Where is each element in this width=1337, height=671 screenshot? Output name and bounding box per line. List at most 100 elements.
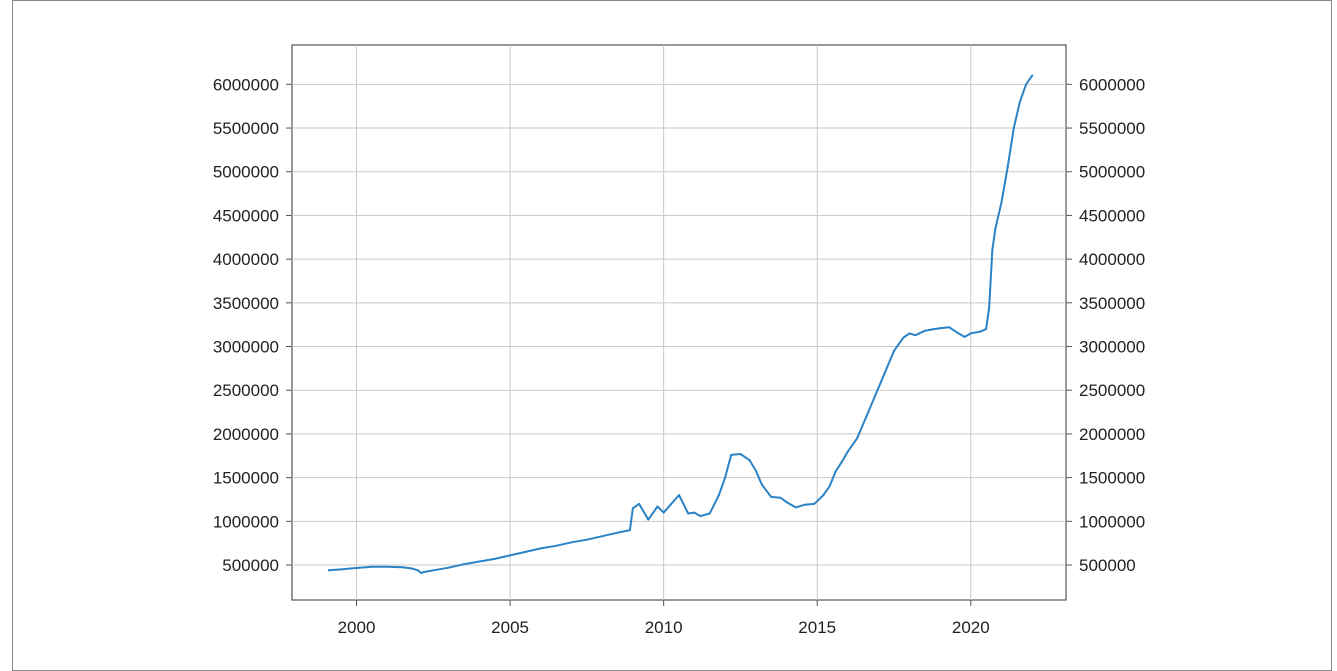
data-point <box>447 566 450 569</box>
y-tick-label-right: 1500000 <box>1079 469 1145 488</box>
data-point <box>994 227 997 230</box>
y-tick-label-right: 6000000 <box>1079 75 1145 94</box>
y-tick-label-left: 5000000 <box>213 163 279 182</box>
data-point <box>638 502 641 505</box>
data-point <box>708 512 711 515</box>
y-axis-right-labels: 500000 1000000 1500000 2000000 2500000 300000… <box>1079 75 1145 575</box>
data-point <box>410 567 413 570</box>
data-point <box>754 469 757 472</box>
y-tick-label-left: 5500000 <box>213 119 279 138</box>
data-point <box>779 496 782 499</box>
data-point <box>570 541 573 544</box>
x-tick-label: 2015 <box>798 618 836 637</box>
y-tick-label-left: 1000000 <box>213 512 279 531</box>
data-point <box>914 334 917 337</box>
data-point <box>856 437 859 440</box>
y-tick-label-left: 3000000 <box>213 338 279 357</box>
data-point <box>760 483 763 486</box>
data-point <box>902 336 905 339</box>
data-point <box>1031 74 1034 77</box>
data-point <box>803 503 806 506</box>
data-point <box>840 460 843 463</box>
data-point <box>1025 83 1028 86</box>
data-point <box>555 544 558 547</box>
data-point <box>423 571 426 574</box>
data-point <box>770 495 773 498</box>
data-point <box>874 393 877 396</box>
data-point <box>509 554 512 557</box>
data-point <box>883 371 886 374</box>
data-point <box>585 538 588 541</box>
y-tick-label-right: 4000000 <box>1079 250 1145 269</box>
data-point <box>948 326 951 329</box>
y-tick-label-left: 1500000 <box>213 469 279 488</box>
data-point <box>327 569 330 572</box>
x-tick-label: 2005 <box>491 618 529 637</box>
data-point <box>1018 100 1021 103</box>
data-point <box>401 566 404 569</box>
plot-area <box>291 44 1067 601</box>
data-point <box>687 512 690 515</box>
data-point <box>478 560 481 563</box>
data-point <box>1006 166 1009 169</box>
data-point <box>493 557 496 560</box>
y-tick-label-left: 4000000 <box>213 250 279 269</box>
data-point <box>1012 127 1015 130</box>
y-tick-label-right: 2500000 <box>1079 381 1145 400</box>
y-tick-label-right: 4500000 <box>1079 206 1145 225</box>
y-tick-label-left: 2000000 <box>213 425 279 444</box>
grid-lines <box>292 45 1066 600</box>
data-point <box>785 501 788 504</box>
y-tick-label-right: 5000000 <box>1079 163 1145 182</box>
data-point <box>979 330 981 333</box>
data-point <box>699 515 702 518</box>
data-point <box>416 569 419 572</box>
y-tick-label-left: 3500000 <box>213 294 279 313</box>
data-point <box>647 518 650 521</box>
data-point <box>932 328 935 331</box>
data-point <box>730 453 733 456</box>
data-point <box>358 566 361 569</box>
data-point <box>923 329 926 332</box>
data-point <box>908 332 911 335</box>
data-point <box>865 415 868 418</box>
data-point <box>432 569 435 572</box>
data-point <box>739 453 742 456</box>
data-point <box>340 568 343 571</box>
data-point <box>386 565 389 568</box>
data-point <box>349 567 352 570</box>
y-tick-label-right: 1000000 <box>1079 512 1145 531</box>
data-point <box>420 571 422 574</box>
data-point <box>846 450 849 453</box>
y-tick-label-left: 500000 <box>222 556 279 575</box>
x-tick-label: 2020 <box>952 618 990 637</box>
data-point <box>628 529 631 532</box>
data-point <box>816 500 819 503</box>
data-point <box>717 494 720 497</box>
data-point <box>616 531 619 534</box>
y-tick-label-right: 5500000 <box>1079 119 1145 138</box>
y-tick-label-right: 2000000 <box>1079 425 1145 444</box>
data-point <box>988 306 991 309</box>
data-point <box>463 563 465 566</box>
y-tick-label-right: 3500000 <box>1079 294 1145 313</box>
data-point <box>957 332 960 335</box>
series-layer <box>327 74 1034 574</box>
data-point <box>539 547 542 550</box>
x-axis-labels: 2000 2005 2010 2015 2020 <box>338 618 990 637</box>
y-axis-left-labels: 500000 1000000 1500000 2000000 2500000 300000… <box>213 75 279 575</box>
data-point <box>893 349 895 352</box>
data-point <box>524 550 527 553</box>
data-point <box>985 328 988 331</box>
data-point <box>991 249 994 252</box>
data-point <box>724 476 727 479</box>
y-tick-label-right: 3000000 <box>1079 338 1145 357</box>
data-point <box>693 511 696 514</box>
data-point <box>668 504 671 507</box>
data-point <box>1000 201 1003 204</box>
data-point <box>662 511 665 514</box>
data-point <box>813 502 816 505</box>
data-point <box>370 565 373 568</box>
data-point <box>939 327 942 330</box>
